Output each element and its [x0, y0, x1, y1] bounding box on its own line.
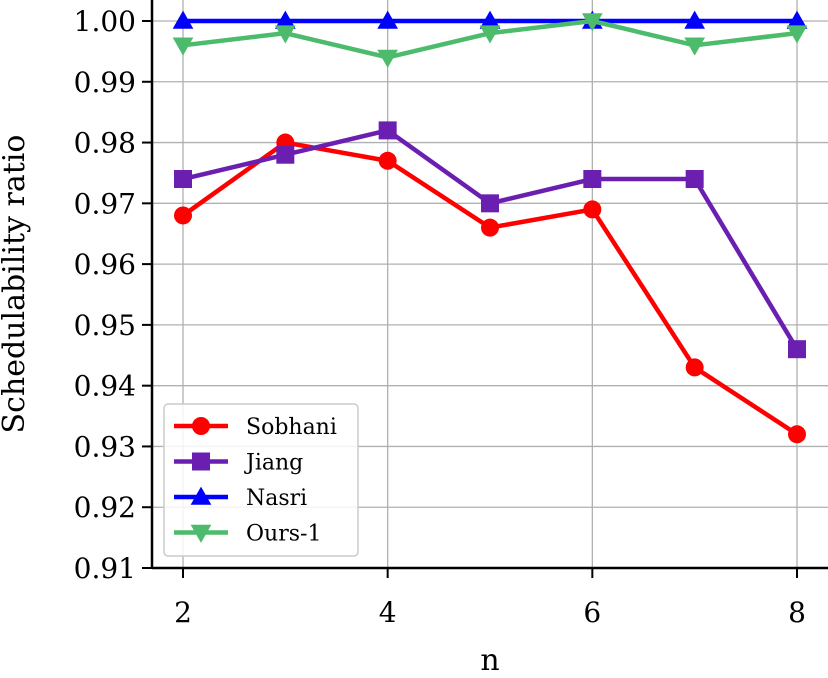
data-point-nasri	[274, 10, 296, 29]
y-tick-label: 0.95	[74, 309, 136, 342]
data-point-nasri	[684, 10, 706, 29]
data-point-ours-1	[172, 37, 194, 56]
data-point-ours-1	[684, 37, 706, 56]
data-point-ours-1	[479, 25, 501, 44]
series-line-jiang	[182, 128, 799, 351]
data-point-sobhani	[174, 206, 192, 225]
y-tick-label: 1.00	[74, 5, 136, 38]
series-line-sobhani	[181, 140, 799, 437]
legend-marker-sobhani	[192, 417, 210, 435]
y-tick-label: 0.97	[74, 187, 136, 220]
y-tick-label: 0.96	[74, 248, 136, 281]
data-point-ours-1	[786, 25, 808, 44]
series-nasri	[172, 10, 808, 29]
x-tick-label: 8	[788, 596, 806, 629]
legend: Sobhani Jiang Nasri Ours-1	[163, 403, 359, 557]
legend-marker-jiang	[192, 452, 210, 471]
legend-item-nasri: Nasri	[174, 486, 307, 511]
data-point-sobhani	[788, 425, 806, 444]
x-tick-label: 6	[583, 596, 601, 629]
data-point-sobhani	[583, 200, 602, 219]
data-point-ours-1	[377, 49, 399, 68]
data-point-jiang	[276, 145, 295, 164]
y-tick-label: 0.91	[74, 552, 136, 585]
ticks: 0.91 0.92 0.93 0.94 0.95 0.96 0.97 0.98 0.99 1.00…	[74, 5, 806, 629]
legend-item-ours-1: Ours-1	[174, 522, 321, 547]
series-layer	[172, 10, 808, 444]
data-point-nasri	[479, 10, 501, 29]
series-jiang	[174, 121, 806, 359]
series-sobhani	[174, 133, 806, 444]
legend-marker-ours-1	[190, 524, 212, 543]
legend-item-sobhani: Sobhani	[174, 415, 337, 440]
data-point-jiang	[481, 194, 499, 213]
data-point-sobhani	[378, 151, 397, 170]
data-point-jiang	[174, 170, 192, 189]
data-point-nasri	[172, 10, 194, 29]
y-tick-label: 0.93	[74, 430, 136, 463]
data-point-nasri	[786, 10, 808, 29]
legend-label: Nasri	[246, 486, 307, 511]
legend-label: Jiang	[244, 451, 303, 476]
axes	[150, 0, 828, 570]
x-axis-label: n	[480, 643, 499, 678]
x-tick-label: 4	[379, 596, 397, 629]
series-ours-1	[172, 13, 808, 68]
data-point-sobhani	[481, 218, 499, 237]
y-tick-label: 0.92	[74, 491, 136, 524]
data-point-ours-1	[581, 13, 603, 32]
legend-box	[163, 403, 359, 557]
data-point-jiang	[685, 170, 704, 189]
y-tick-label: 0.94	[74, 370, 136, 403]
grid	[152, 0, 828, 569]
x-tick-label: 2	[174, 596, 192, 629]
y-axis-label: Schedulability ratio	[0, 135, 32, 434]
data-point-ours-1	[274, 25, 296, 44]
legend-label: Ours-1	[246, 522, 321, 547]
y-tick-label: 0.98	[74, 127, 136, 160]
data-point-sobhani	[685, 358, 704, 377]
legend-marker-nasri	[190, 486, 212, 505]
data-point-jiang	[583, 170, 602, 189]
legend-item-jiang: Jiang	[174, 451, 303, 476]
data-point-jiang	[788, 340, 806, 359]
data-point-nasri	[377, 10, 399, 29]
y-tick-label: 0.99	[74, 66, 136, 99]
legend-label: Sobhani	[246, 415, 337, 440]
data-point-jiang	[378, 121, 397, 140]
